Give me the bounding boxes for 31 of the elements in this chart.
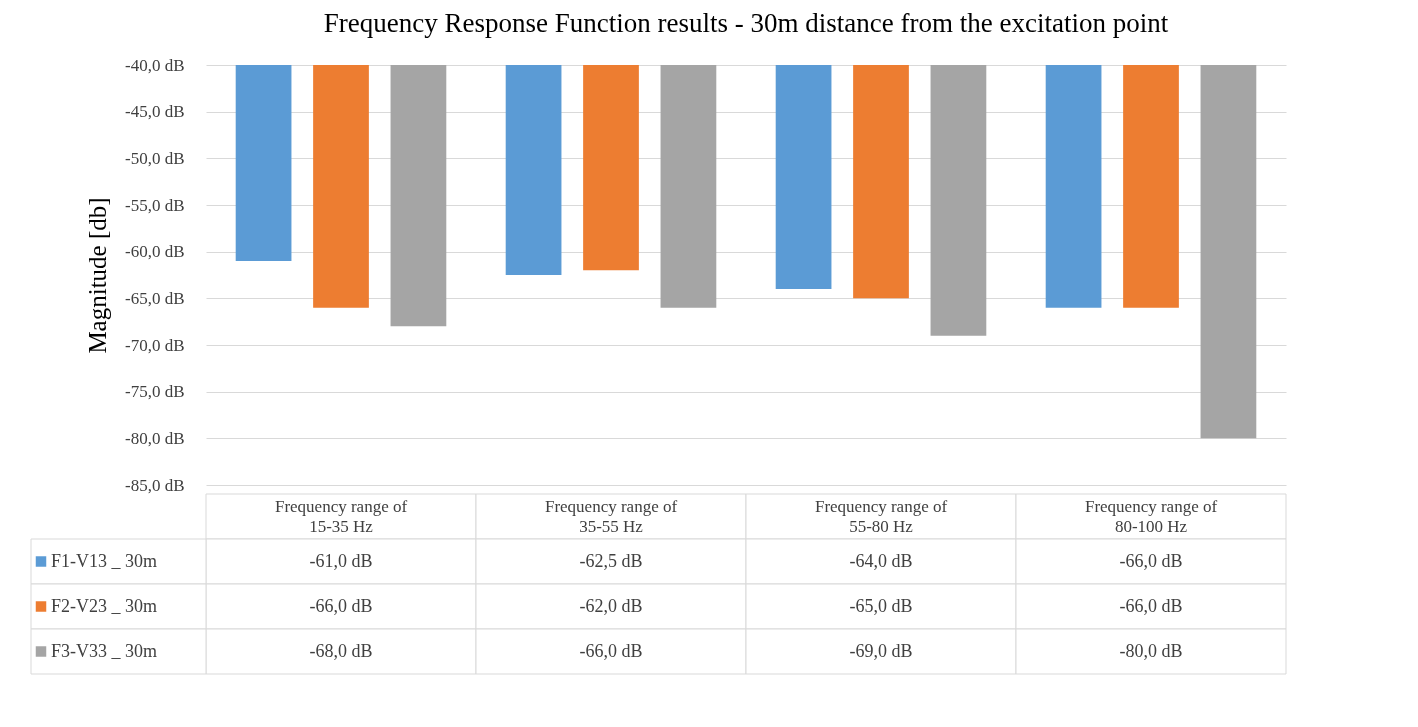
y-tick-label: -45,0 dB (125, 102, 185, 122)
data-label: -65,0 dB (849, 595, 913, 616)
legend-label: F3-V33 _ 30m (51, 640, 158, 661)
legend-label: F2-V23 _ 30m (51, 595, 158, 616)
y-tick-label: -70,0 dB (125, 335, 185, 355)
y-tick-label: -85,0 dB (125, 475, 185, 495)
x-tick-label: Frequency range of 35-55 Hz (544, 496, 678, 536)
data-label: -66,0 dB (309, 595, 373, 616)
data-label: -66,0 dB (1119, 550, 1183, 571)
y-tick-label: -75,0 dB (125, 382, 185, 402)
x-tick-label: Frequency range of 55-80 Hz (814, 496, 948, 536)
y-tick-label: -55,0 dB (125, 195, 185, 215)
data-label: -68,0 dB (309, 640, 373, 661)
y-tick-label: -65,0 dB (125, 288, 185, 308)
y-axis-title: Magnitude [db] (84, 197, 111, 354)
data-label: -66,0 dB (579, 640, 643, 661)
x-tick-label: Frequency range of 80-100 Hz (1084, 496, 1218, 536)
data-label: -80,0 dB (1119, 640, 1183, 661)
data-label: -61,0 dB (309, 550, 373, 571)
y-tick-label: -50,0 dB (125, 148, 185, 168)
y-tick-label: -40,0 dB (125, 55, 185, 75)
x-tick-label: Frequency range of 15-35 Hz (274, 496, 408, 536)
data-label: -62,0 dB (579, 595, 643, 616)
y-tick-label: -80,0 dB (125, 428, 185, 448)
data-label: -62,5 dB (579, 550, 643, 571)
y-tick-label: -60,0 dB (125, 242, 185, 262)
data-label: -66,0 dB (1119, 595, 1183, 616)
legend-label: F1-V13 _ 30m (51, 550, 158, 571)
chart-title: Frequency Response Function results - 30m distance from the excitation point (323, 8, 1169, 38)
data-label: -69,0 dB (849, 640, 913, 661)
data-label: -64,0 dB (849, 550, 913, 571)
